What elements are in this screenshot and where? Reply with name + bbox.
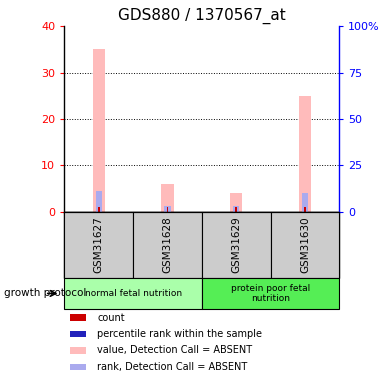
Text: GSM31630: GSM31630	[300, 216, 310, 273]
Bar	[64, 212, 133, 278]
Bar	[271, 212, 339, 278]
Text: GSM31627: GSM31627	[94, 216, 104, 273]
Bar	[302, 194, 308, 212]
Bar	[161, 184, 174, 212]
Text: rank, Detection Call = ABSENT: rank, Detection Call = ABSENT	[98, 362, 248, 372]
Bar	[70, 347, 86, 354]
Bar	[70, 331, 86, 337]
Bar	[96, 192, 102, 212]
Text: percentile rank within the sample: percentile rank within the sample	[98, 329, 262, 339]
Text: normal fetal nutrition: normal fetal nutrition	[85, 289, 182, 298]
Bar	[92, 50, 105, 212]
Text: value, Detection Call = ABSENT: value, Detection Call = ABSENT	[98, 345, 252, 355]
Text: growth protocol: growth protocol	[4, 288, 86, 298]
Bar	[164, 206, 170, 212]
Bar	[299, 96, 311, 212]
Bar	[98, 207, 99, 212]
Text: GSM31628: GSM31628	[163, 216, 172, 273]
Text: protein poor fetal
nutrition: protein poor fetal nutrition	[231, 284, 310, 303]
Bar	[202, 278, 339, 309]
Text: count: count	[98, 313, 125, 322]
Bar	[70, 314, 86, 321]
Bar	[70, 364, 86, 370]
Bar	[167, 207, 168, 212]
Bar	[202, 212, 271, 278]
Bar	[64, 278, 202, 309]
Bar	[304, 207, 306, 212]
Bar	[233, 206, 239, 212]
Text: GSM31629: GSM31629	[231, 216, 241, 273]
Title: GDS880 / 1370567_at: GDS880 / 1370567_at	[118, 7, 286, 24]
Bar	[230, 194, 242, 212]
Bar	[235, 207, 237, 212]
Bar	[133, 212, 202, 278]
